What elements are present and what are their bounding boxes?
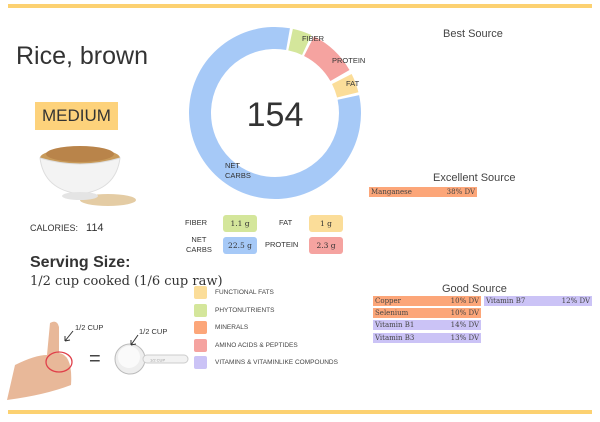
- fiber-label: FIBER: [185, 218, 208, 227]
- hand-label: 1/2 CUP: [75, 323, 103, 332]
- legend-label: VITAMINS & VITAMINLIKE COMPOUNDS: [215, 359, 338, 366]
- nutrient-name: Vitamin B3: [375, 334, 415, 342]
- serving-illustration: 1/2 CUP = 1/2 CUP 1/2 CUP: [7, 321, 189, 400]
- nutrient-dv: 38% DV: [446, 188, 475, 196]
- food-title: Rice, brown: [16, 42, 148, 70]
- nutrient-dv: 13% DV: [450, 334, 479, 342]
- fiber-value: 1.1 g: [223, 215, 257, 232]
- netcarbs-label-1: NET: [191, 235, 207, 244]
- fat-label: FAT: [279, 218, 293, 227]
- nutrient-dv: 10% DV: [450, 297, 479, 305]
- netcarbs-value: 22.5 g: [223, 237, 257, 254]
- legend-swatch: [194, 303, 207, 317]
- donut-label: PROTEIN: [332, 56, 365, 65]
- best-source-heading: Best Source: [443, 28, 503, 40]
- donut-label: FAT: [346, 79, 360, 88]
- serving-heading: Serving Size:: [30, 254, 131, 271]
- donut-segment-fat: [332, 73, 359, 98]
- legend-label: FUNCTIONAL FATS: [215, 289, 274, 296]
- serving-text: 1/2 cup cooked (1/6 cup raw): [30, 274, 223, 289]
- nutrient-name: Copper: [375, 297, 402, 305]
- cup-label: 1/2 CUP: [139, 327, 167, 336]
- nutrient-dv: 14% DV: [450, 321, 479, 329]
- equals-sign: =: [89, 348, 101, 370]
- legend-label: PHYTONUTRIENTS: [215, 306, 275, 314]
- nutrient-bar: Vitamin B3 13% DV: [373, 333, 481, 343]
- calories: CALORIES: 114: [30, 222, 104, 234]
- donut-segment-protein: [304, 36, 350, 81]
- cup-handle-text: 1/2 CUP: [150, 358, 165, 363]
- nutrient-bar: Vitamin B7 12% DV: [484, 296, 592, 306]
- protein-value: 2.3 g: [309, 237, 343, 254]
- legend-swatch: [194, 338, 207, 352]
- fat-value: 1 g: [309, 215, 343, 232]
- netcarbs-label-2: CARBS: [186, 245, 212, 254]
- rice-bowl-image: [39, 146, 136, 206]
- legend-label: AMINO ACIDS & PEPTIDES: [215, 341, 298, 349]
- good-source-heading: Good Source: [442, 283, 507, 295]
- thumbs-up-hand-icon: [7, 321, 73, 400]
- donut-segment-fiber: [288, 28, 312, 55]
- nutrient-dv: 12% DV: [561, 297, 590, 305]
- nutrient-name: Vitamin B1: [375, 321, 415, 329]
- calories-value: 114: [86, 222, 104, 234]
- top-border: [8, 4, 592, 8]
- protein-label: PROTEIN: [265, 240, 299, 249]
- nutrient-bar: Copper 10% DV: [373, 296, 481, 306]
- nutrient-name: Vitamin B7: [486, 297, 526, 305]
- calories-label: CALORIES:: [30, 223, 79, 233]
- legend-swatch: [194, 321, 207, 334]
- nutrient-bar: Selenium 10% DV: [373, 308, 481, 318]
- donut-label: CARBS: [225, 171, 251, 180]
- legend-swatch: [194, 286, 207, 299]
- legend-label: MINERALS: [215, 324, 249, 331]
- level-badge: MEDIUM: [35, 102, 118, 130]
- donut-label: FIBER: [302, 34, 325, 43]
- donut-center-value: 154: [247, 96, 304, 134]
- donut-label: NET: [225, 161, 240, 170]
- excellent-source-heading: Excellent Source: [433, 172, 516, 184]
- measuring-cup-icon: 1/2 CUP: [114, 343, 189, 375]
- netcarbs-label: NET CARBS: [186, 235, 212, 255]
- nutrient-name: Selenium: [375, 309, 409, 317]
- nutrient-bar: Manganese 38% DV: [369, 187, 477, 197]
- bottom-border: [8, 410, 592, 414]
- nutrient-name: Manganese: [371, 188, 412, 196]
- nutrient-dv: 10% DV: [450, 309, 479, 317]
- legend-swatch: [194, 356, 207, 369]
- nutrient-bar: Vitamin B1 14% DV: [373, 320, 481, 330]
